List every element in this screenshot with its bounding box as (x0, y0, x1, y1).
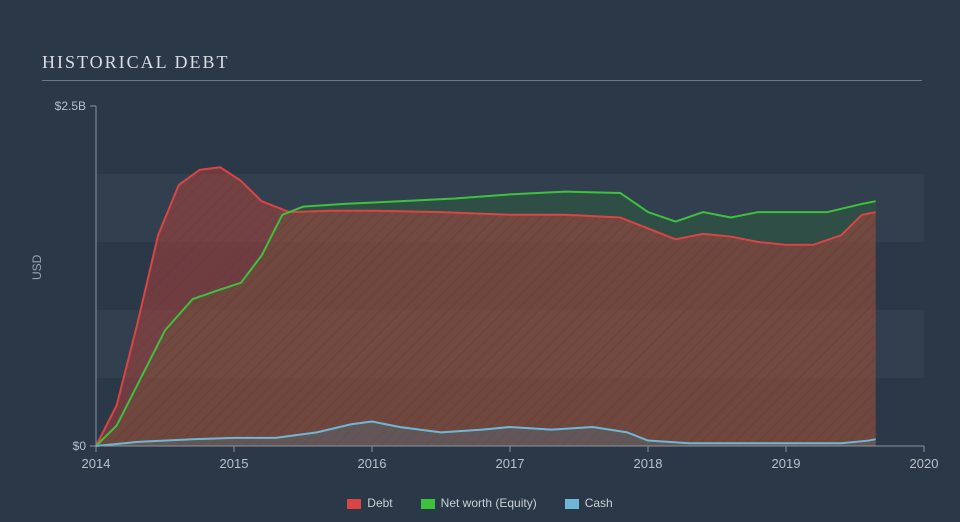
legend-item: Cash (565, 496, 613, 510)
legend-item: Net worth (Equity) (421, 496, 537, 510)
historical-debt-chart: 2014 2015 2016 2017 2018 2019 2020 $0 $2.5B (0, 0, 960, 522)
legend-swatch (421, 499, 435, 509)
svg-text:2018: 2018 (634, 456, 663, 471)
legend-label: Debt (367, 496, 392, 510)
svg-text:2019: 2019 (772, 456, 801, 471)
legend-label: Cash (585, 496, 613, 510)
chart-legend: Debt Net worth (Equity) Cash (0, 496, 960, 510)
legend-swatch (565, 499, 579, 509)
svg-text:2016: 2016 (358, 456, 387, 471)
legend-swatch (347, 499, 361, 509)
legend-label: Net worth (Equity) (441, 496, 537, 510)
legend-item: Debt (347, 496, 392, 510)
chart-container: { "title": "HISTORICAL DEBT", "ylabel": … (0, 0, 960, 522)
svg-text:$0: $0 (73, 439, 87, 453)
svg-text:2015: 2015 (220, 456, 249, 471)
svg-text:$2.5B: $2.5B (55, 99, 86, 113)
svg-text:2014: 2014 (82, 456, 111, 471)
svg-text:2020: 2020 (910, 456, 939, 471)
svg-text:2017: 2017 (496, 456, 525, 471)
